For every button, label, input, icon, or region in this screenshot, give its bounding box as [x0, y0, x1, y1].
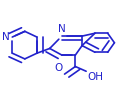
Text: N: N	[58, 24, 66, 34]
Text: O: O	[54, 63, 63, 73]
Text: N: N	[2, 32, 10, 42]
Text: OH: OH	[87, 72, 103, 82]
